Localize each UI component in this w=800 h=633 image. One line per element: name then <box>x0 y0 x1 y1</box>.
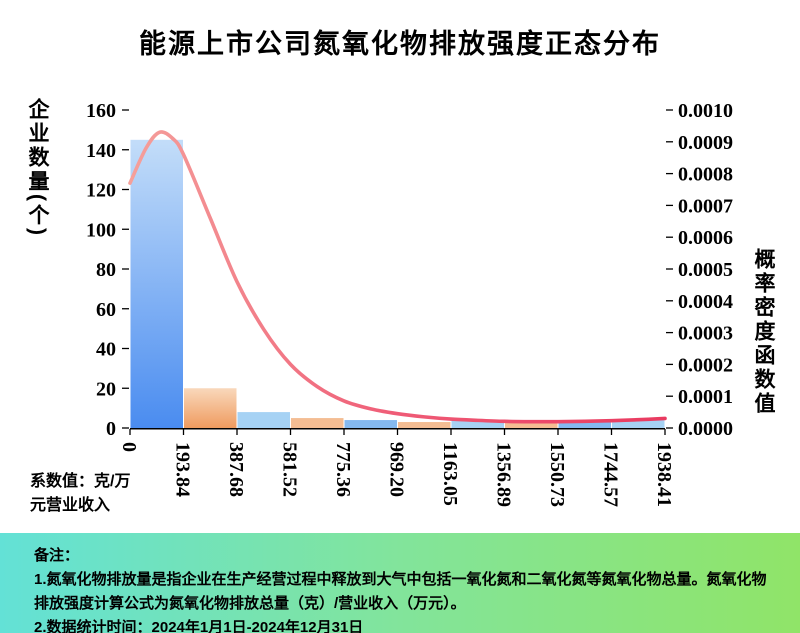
left-axis-tick-label: 0 <box>106 418 116 440</box>
note-item-1: 1.氮氧化物排放量是指企业在生产经营过程中释放到大气中包括一氧化氮和二氧化氮等氮… <box>34 571 767 612</box>
right-axis-tick-label: 0.0000 <box>678 418 733 440</box>
left-axis-tick-label: 100 <box>86 219 116 241</box>
right-axis-tick-label: 0.0004 <box>678 291 733 313</box>
histogram-bar <box>130 139 183 428</box>
x-axis-tick-label: 1938.41 <box>653 442 675 507</box>
page-title: 能源上市公司氮氧化物排放强度正态分布 <box>139 29 661 59</box>
unit-note-line1: 系数值：克/万 <box>30 473 131 490</box>
emission-histogram-chart: 160 140 120 100 80 60 40 20 0 0.0010 0.0009 0.0008 0… <box>86 100 733 507</box>
histogram-bar <box>398 422 451 428</box>
histogram-bar <box>184 388 237 428</box>
unit-note: 系数值：克/万 元营业收入 <box>30 470 130 518</box>
histogram-bar <box>291 418 344 428</box>
x-axis-tick-label: 1356.89 <box>493 442 515 507</box>
x-axis-tick-label: 969.20 <box>386 442 408 497</box>
left-axis-title: 企业数量(个) <box>26 98 49 238</box>
right-axis-tick-label: 0.0007 <box>678 195 733 217</box>
histogram-bar <box>612 420 665 428</box>
x-axis-tick-label: 1550.73 <box>546 442 568 507</box>
histogram-bar <box>558 420 611 428</box>
right-axis-tick-label: 0.0003 <box>678 323 733 345</box>
left-axis-tick-label: 80 <box>96 259 116 281</box>
left-axis-tick-label: 20 <box>96 378 116 400</box>
left-axis-tick-label: 60 <box>96 299 116 321</box>
x-axis-tick-label: 775.36 <box>332 442 354 497</box>
unit-note-line2: 元营业收入 <box>30 497 111 514</box>
histogram-bar <box>451 420 504 428</box>
right-axis-tick-label: 0.0005 <box>678 259 733 281</box>
footnote-band: 备注： 1.氮氧化物排放量是指企业在生产经营过程中释放到大气中包括一氧化氮和二氧… <box>0 533 800 633</box>
x-axis-tick-label: 193.84 <box>172 442 194 497</box>
right-axis-title: 概率密度函数值 <box>752 248 775 416</box>
x-axis-tick-label: 1744.57 <box>600 442 622 507</box>
right-axis-tick-label: 0.0001 <box>678 386 733 408</box>
histogram-bar <box>505 422 558 428</box>
right-axis-tick-label: 0.0002 <box>678 354 733 376</box>
histogram-bar <box>344 420 397 428</box>
right-axis-tick-label: 0.0008 <box>678 164 733 186</box>
left-axis-tick-label: 40 <box>96 339 116 361</box>
density-curve <box>128 130 667 424</box>
right-axis-tick-label: 0.0009 <box>678 132 733 154</box>
x-axis-tick-label: 387.68 <box>225 442 247 497</box>
note-header: 备注： <box>34 547 80 564</box>
x-axis-tick-label: 581.52 <box>279 442 301 497</box>
left-axis-tick-label: 140 <box>86 140 116 162</box>
note-item-2: 2.数据统计时间：2024年1月1日-2024年12月31日 <box>34 619 364 633</box>
x-axis-tick-label: 0 <box>118 442 140 452</box>
right-axis-tick-label: 0.0006 <box>678 227 733 249</box>
right-axis-tick-label: 0.0010 <box>678 100 733 122</box>
left-axis-tick-label: 160 <box>86 100 116 122</box>
x-axis-tick-label: 1163.05 <box>439 442 461 506</box>
histogram-bar <box>237 412 290 428</box>
left-axis-tick-label: 120 <box>86 180 116 202</box>
